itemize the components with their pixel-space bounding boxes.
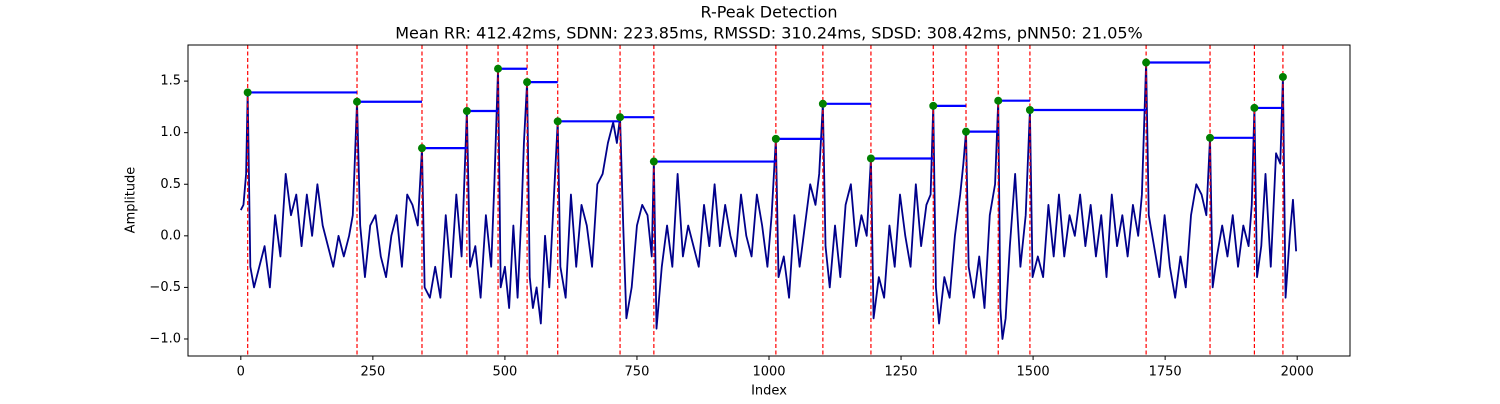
y-tick-label: −0.5 [149,280,181,295]
peak-marker [462,107,471,116]
y-tick-label: 1.5 [160,74,181,89]
x-axis-label: Index [751,384,787,399]
x-tick-label: 1500 [1017,365,1050,380]
peak-marker [1250,103,1259,112]
peak-marker [1206,133,1215,142]
y-axis-label: Amplitude [124,167,139,234]
peak-marker [553,117,562,126]
peak-marker [818,99,827,108]
peak-marker [494,64,503,73]
peak-marker [994,96,1003,105]
x-tick-label: 750 [625,365,650,380]
x-tick-label: 0 [237,365,245,380]
peak-marker [523,78,532,87]
peak-marker [243,88,252,97]
x-tick-label: 1000 [752,365,785,380]
peak-marker [353,97,362,106]
x-tick-label: 1250 [884,365,917,380]
x-tick-label: 250 [360,365,385,380]
peak-marker [962,127,971,136]
x-tick-label: 2000 [1281,365,1314,380]
peak-marker [1278,72,1287,81]
chart-subtitle: Mean RR: 412.42ms, SDNN: 223.85ms, RMSSD… [395,24,1143,43]
peak-marker [649,157,658,166]
peak-marker [417,144,426,153]
x-tick-label: 500 [492,365,517,380]
peak-marker [929,101,938,110]
x-tick-label: 1750 [1149,365,1182,380]
y-tick-label: 0.5 [160,177,181,192]
y-tick-label: −1.0 [149,331,181,346]
peak-marker [866,154,875,163]
peak-marker [771,134,780,143]
peak-marker [616,113,625,122]
y-tick-label: 0.0 [160,228,181,243]
y-tick-label: 1.0 [160,125,181,140]
plot-frame [187,44,1351,357]
peak-marker [1025,105,1034,114]
peak-marker [1142,58,1151,67]
chart-title: R-Peak Detection [700,3,837,22]
